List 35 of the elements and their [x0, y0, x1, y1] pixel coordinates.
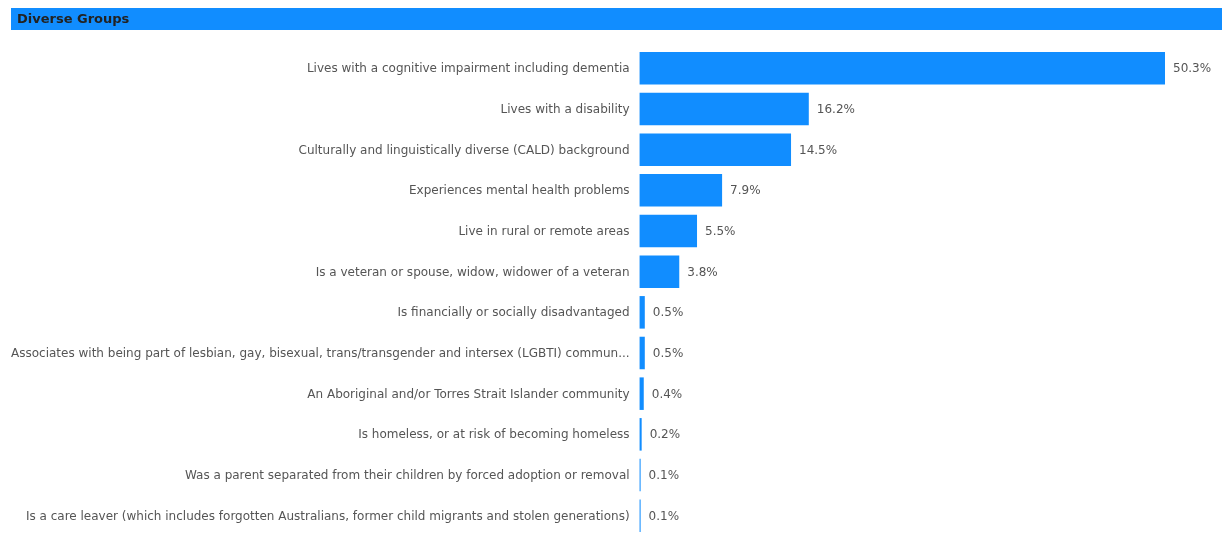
data-label: 0.5%: [652, 346, 684, 360]
data-label: 0.1%: [648, 508, 680, 523]
bar: [639, 92, 809, 126]
y-tick-label: Associates with being part of lesbian, gay, bisexual, trans/transgender and intersex (LGBTI) commun...: [11, 346, 630, 360]
bar: [639, 174, 723, 207]
data-label: 0.1%: [648, 468, 680, 482]
bar: [639, 296, 645, 329]
data-label: 50.3%: [1173, 61, 1212, 76]
y-tick-label: Lives with a disability: [500, 102, 630, 116]
y-tick-label: Is a care leaver (which includes forgotten Australians, former child migrants and stolen generations): [25, 508, 630, 523]
bar: [639, 377, 644, 410]
bar: [639, 214, 698, 248]
data-label: 7.9%: [730, 183, 761, 198]
y-tick-label: Is a veteran or spouse, widow, widower of a veteran: [315, 264, 630, 279]
data-label: 3.8%: [687, 264, 718, 279]
data-label: 0.4%: [651, 386, 683, 401]
y-tick-label: Is financially or socially disadvantaged: [397, 305, 630, 320]
y-tick-label: An Aboriginal and/or Torres Strait Islander community: [307, 386, 630, 401]
data-label: 0.5%: [652, 305, 684, 320]
bar: [639, 418, 642, 451]
y-tick-label: Culturally and linguistically diverse (CALD) background: [298, 142, 630, 157]
bar: [639, 52, 1165, 85]
bar: [639, 255, 680, 288]
y-tick-label: Lives with a cognitive impairment including dementia: [306, 61, 630, 76]
data-label: 16.2%: [816, 102, 855, 116]
y-tick-label: Live in rural or remote areas: [458, 224, 630, 238]
data-label: 14.5%: [799, 142, 838, 157]
bar: [639, 133, 792, 166]
y-tick-label: Experiences mental health problems: [409, 183, 630, 198]
data-label: 0.2%: [649, 427, 681, 442]
bar: [639, 336, 645, 370]
y-tick-label: Is homeless, or at risk of becoming homeless: [358, 427, 630, 442]
y-tick-label: Was a parent separated from their children by forced adoption or removal: [184, 468, 630, 482]
data-label: 5.5%: [705, 224, 736, 238]
text: Diverse Groups: [11, 8, 1222, 30]
